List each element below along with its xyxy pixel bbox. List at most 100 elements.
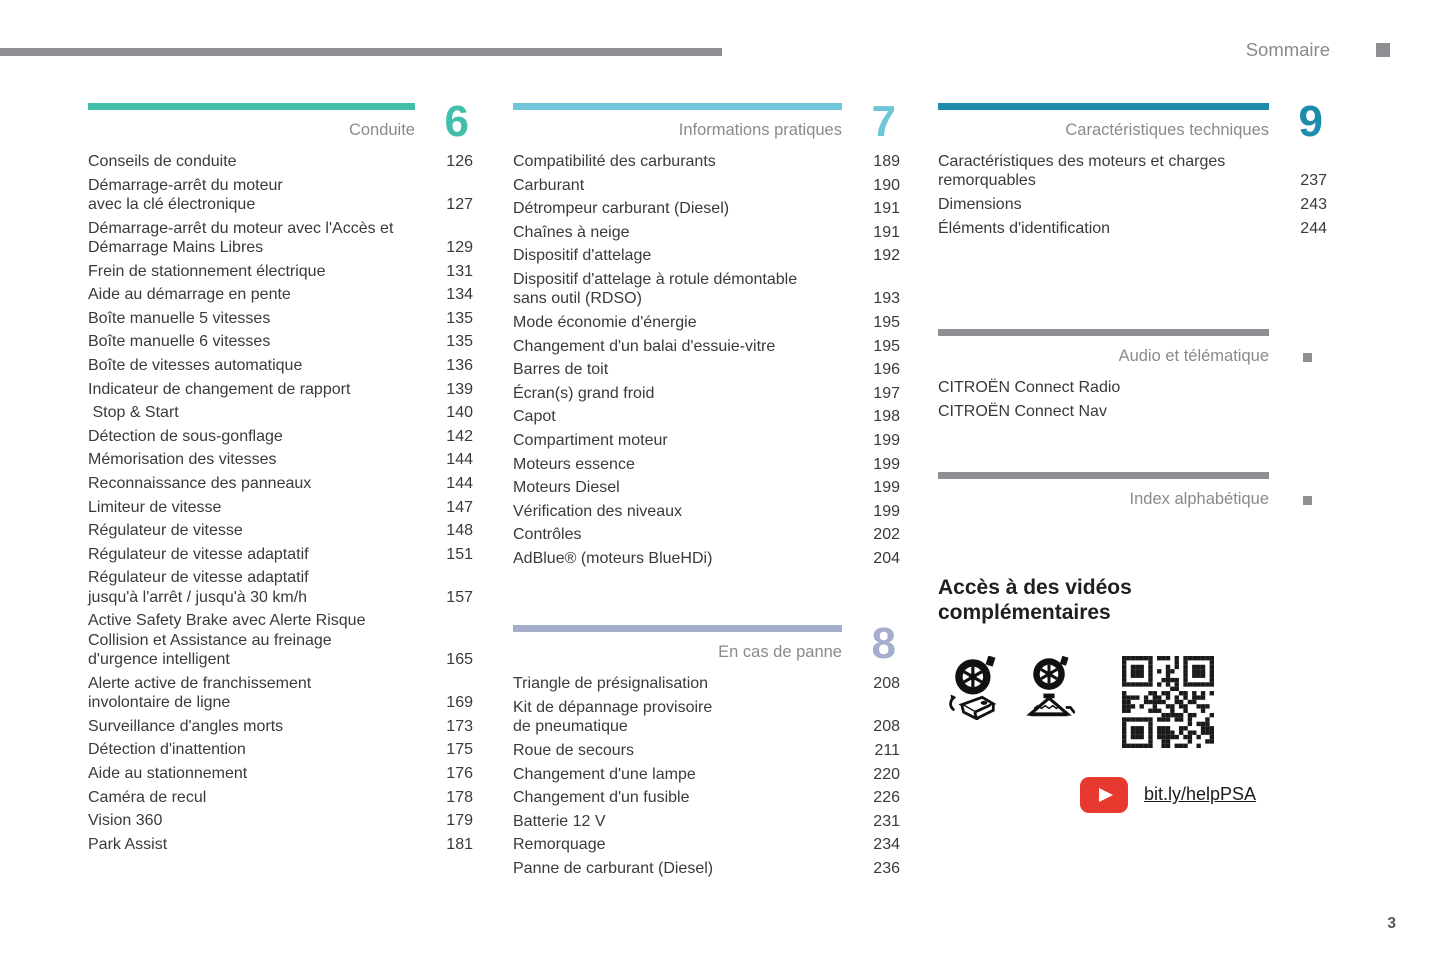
toc-item-page: 135 [446, 333, 473, 351]
toc-item-label: Détection de sous-gonflage [88, 427, 283, 445]
section-conduite-bar [88, 103, 415, 110]
toc-item-label: AdBlue® (moteurs BlueHDi) [513, 549, 713, 567]
toc-item-page: 139 [446, 380, 473, 398]
toc-item: Conseils de conduite 126 [88, 152, 473, 171]
toc-item: Moteurs essence 199 [513, 455, 900, 474]
toc-item-label: Reconnaissance des panneaux [88, 474, 312, 492]
toc-item-page: 169 [446, 694, 473, 712]
help-video-link[interactable]: bit.ly/helpPSA [1144, 784, 1257, 805]
toc-item-label: Indicateur de changement de rapport [88, 380, 351, 398]
toc-item-page: 181 [446, 835, 473, 853]
toc-item-label: Écran(s) grand froid [513, 384, 655, 402]
top-divider-bar [0, 48, 722, 56]
toc-item-page: 157 [446, 588, 473, 606]
section-panne-bar [513, 625, 842, 633]
toc-item: Remorquage 234 [513, 835, 900, 854]
section-caracteristiques-bar [938, 103, 1269, 110]
section-audio-title: Audio et télématique [1118, 347, 1269, 365]
section-infos-pratiques: Informations pratiques 7 Compatibilité d… [513, 97, 900, 568]
toc-item-page: 175 [446, 741, 473, 759]
toc-item-label: Mémorisation des vitesses [88, 451, 277, 469]
toc-item-page: 142 [446, 427, 473, 445]
section-index-bar [938, 472, 1269, 479]
toc-item: AdBlue® (moteurs BlueHDi) 204 [513, 549, 900, 568]
toc-item-label: Batterie 12 V [513, 812, 606, 830]
toc-item-page: 208 [873, 718, 900, 736]
toc-item: Changement d'une lampe 220 [513, 765, 900, 784]
toc-list-audio: CITROËN Connect Radio CITROËN Connect Nav [938, 378, 1327, 421]
toc-item: Park Assist 181 [88, 835, 473, 854]
toc-item-page: 199 [873, 502, 900, 520]
toc-item-page: 148 [446, 522, 473, 540]
toc-item-page: 140 [446, 404, 473, 422]
toc-item-label: Stop & Start [88, 404, 179, 422]
toc-item-label: Vérification des niveaux [513, 502, 682, 520]
toc-item-label: Frein de stationnement électrique [88, 262, 326, 280]
section-audio-header: Audio et télématique [938, 329, 1327, 367]
toc-item: Boîte manuelle 6 vitesses 135 [88, 332, 473, 351]
toc-item: Panne de carburant (Diesel) 236 [513, 859, 900, 878]
toc-item-page: 195 [873, 313, 900, 331]
toc-item-label: Dispositif d'attelage [513, 247, 652, 265]
toc-item: Barres de toit 196 [513, 360, 900, 379]
toc-item-label: Aide au démarrage en pente [88, 286, 291, 304]
toc-item: Batterie 12 V 231 [513, 812, 900, 831]
toc-item-label: Démarrage-arrêt du moteur avec la clé él… [88, 176, 283, 213]
toc-item: Régulateur de vitesse adaptatif jusqu'à … [88, 568, 473, 607]
section-audio-bar [938, 329, 1269, 336]
toc-item-page: 192 [873, 247, 900, 265]
toc-item: Écran(s) grand froid 197 [513, 384, 900, 403]
toc-item-page: 189 [873, 153, 900, 170]
toc-item: Caméra de recul 178 [88, 788, 473, 807]
toc-item-label: CITROËN Connect Nav [938, 402, 1107, 420]
toc-item: Carburant 190 [513, 176, 900, 195]
toc-item: Limiteur de vitesse 147 [88, 498, 473, 517]
toc-item-page: 198 [873, 408, 900, 426]
toc-item-page: 204 [873, 549, 900, 567]
section-panne-header: En cas de panne 8 [513, 619, 900, 669]
toc-item-page: 173 [446, 717, 473, 735]
toc-item-page: 237 [1300, 172, 1327, 190]
toc-item: Aide au démarrage en pente 134 [88, 285, 473, 304]
toc-item-label: Roue de secours [513, 741, 634, 759]
page-header: Sommaire [1246, 40, 1390, 59]
toc-item-page: 202 [873, 526, 900, 544]
toc-list-infos: Compatibilité des carburants 189 Carburant… [513, 152, 900, 568]
toc-item-page: 236 [873, 859, 900, 877]
toc-item: Dimensions 243 [938, 195, 1327, 214]
toc-item: CITROËN Connect Radio [938, 378, 1327, 397]
toc-item: Compatibilité des carburants 189 [513, 152, 900, 171]
toc-item-page: 196 [873, 361, 900, 379]
toc-item-page: 127 [446, 196, 473, 213]
toc-item-label: Détrompeur carburant (Diesel) [513, 200, 730, 218]
toc-item: Dispositif d'attelage 192 [513, 246, 900, 265]
toc-item: Régulateur de vitesse 148 [88, 521, 473, 540]
toc-item-page: 144 [446, 474, 473, 492]
toc-item-label: Kit de dépannage provisoire de pneumatiq… [513, 698, 713, 736]
toc-item-page: 234 [873, 836, 900, 854]
toc-item-label: Régulateur de vitesse adaptatif [88, 545, 309, 563]
toc-item-page: 190 [873, 176, 900, 194]
toc-item-page: 134 [446, 286, 473, 304]
section-infos-bar [513, 103, 842, 110]
toc-item: Détection de sous-gonflage 142 [88, 427, 473, 446]
toc-item-page: 136 [446, 356, 473, 374]
toc-item-label: Park Assist [88, 835, 168, 853]
section-conduite-header: Conduite 6 [88, 100, 473, 144]
videos-icons-row [938, 656, 1327, 748]
section-caracteristiques-header: Caractéristiques techniques 9 [938, 100, 1327, 144]
toc-item-page: 193 [873, 290, 900, 308]
toc-item: Stop & Start 140 [88, 403, 473, 422]
toc-item: Kit de dépannage provisoire de pneumatiq… [513, 698, 900, 737]
toc-item-label: Moteurs essence [513, 455, 635, 473]
toc-item: Détection d'inattention 175 [88, 740, 473, 759]
square-icon [1303, 353, 1312, 362]
toc-item-label: Démarrage-arrêt du moteur avec l'Accès e… [88, 219, 394, 256]
toc-item-label: Boîte manuelle 5 vitesses [88, 309, 271, 327]
section-infos-number: 7 [871, 97, 896, 146]
column-3: Caractéristiques techniques 9 Caractéris… [938, 100, 1327, 813]
toc-item-label: Caractéristiques des moteurs et charges … [938, 153, 1226, 190]
section-panne-number: 8 [871, 619, 896, 669]
section-infos-header: Informations pratiques 7 [513, 97, 900, 146]
toc-item: Active Safety Brake avec Alerte Risque C… [88, 611, 473, 669]
